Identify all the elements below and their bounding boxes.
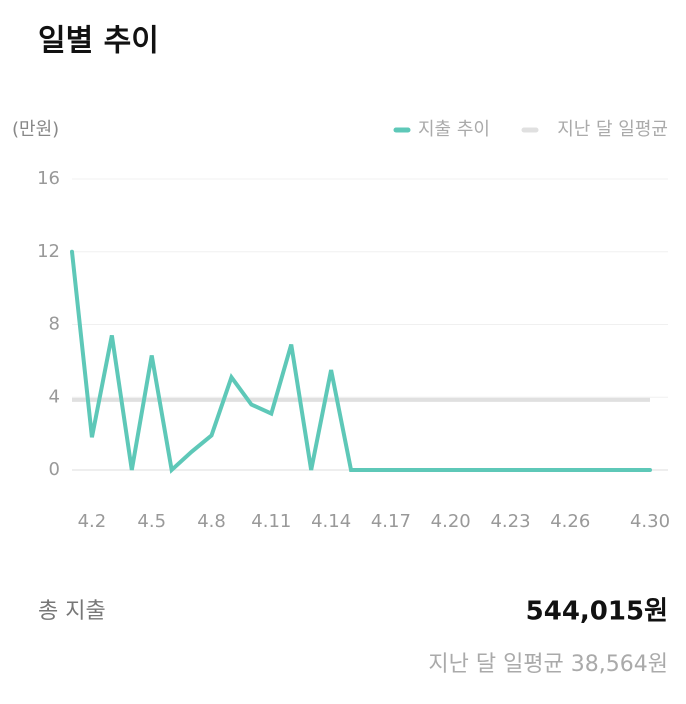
x-tick-label: 4.2 <box>78 511 107 532</box>
y-tick-label: 0 <box>49 459 60 480</box>
y-unit: (만원) <box>12 119 59 140</box>
x-tick-label: 4.20 <box>431 511 471 532</box>
x-tick-label: 4.5 <box>137 511 166 532</box>
chart-title: 일별 추이 <box>38 24 159 59</box>
x-tick-label: 4.30 <box>630 511 670 532</box>
x-tick-label: 4.26 <box>550 511 590 532</box>
average-text: 지난 달 일평균 38,564원 <box>428 652 668 677</box>
legend-label: 지난 달 일평균 <box>557 119 668 140</box>
x-tick-label: 4.11 <box>251 511 291 532</box>
total-value: 544,015원 <box>526 597 668 627</box>
y-tick-label: 4 <box>49 386 60 407</box>
y-tick-label: 16 <box>37 168 60 189</box>
y-tick-label: 12 <box>37 241 60 262</box>
x-tick-label: 4.8 <box>197 511 226 532</box>
y-tick-label: 8 <box>49 314 60 335</box>
line-series <box>70 249 652 474</box>
legend-label: 지출 추이 <box>418 119 490 140</box>
x-tick-label: 4.17 <box>371 511 411 532</box>
total-label: 총 지출 <box>38 599 106 624</box>
x-tick-label: 4.14 <box>311 511 351 532</box>
x-tick-label: 4.23 <box>490 511 530 532</box>
